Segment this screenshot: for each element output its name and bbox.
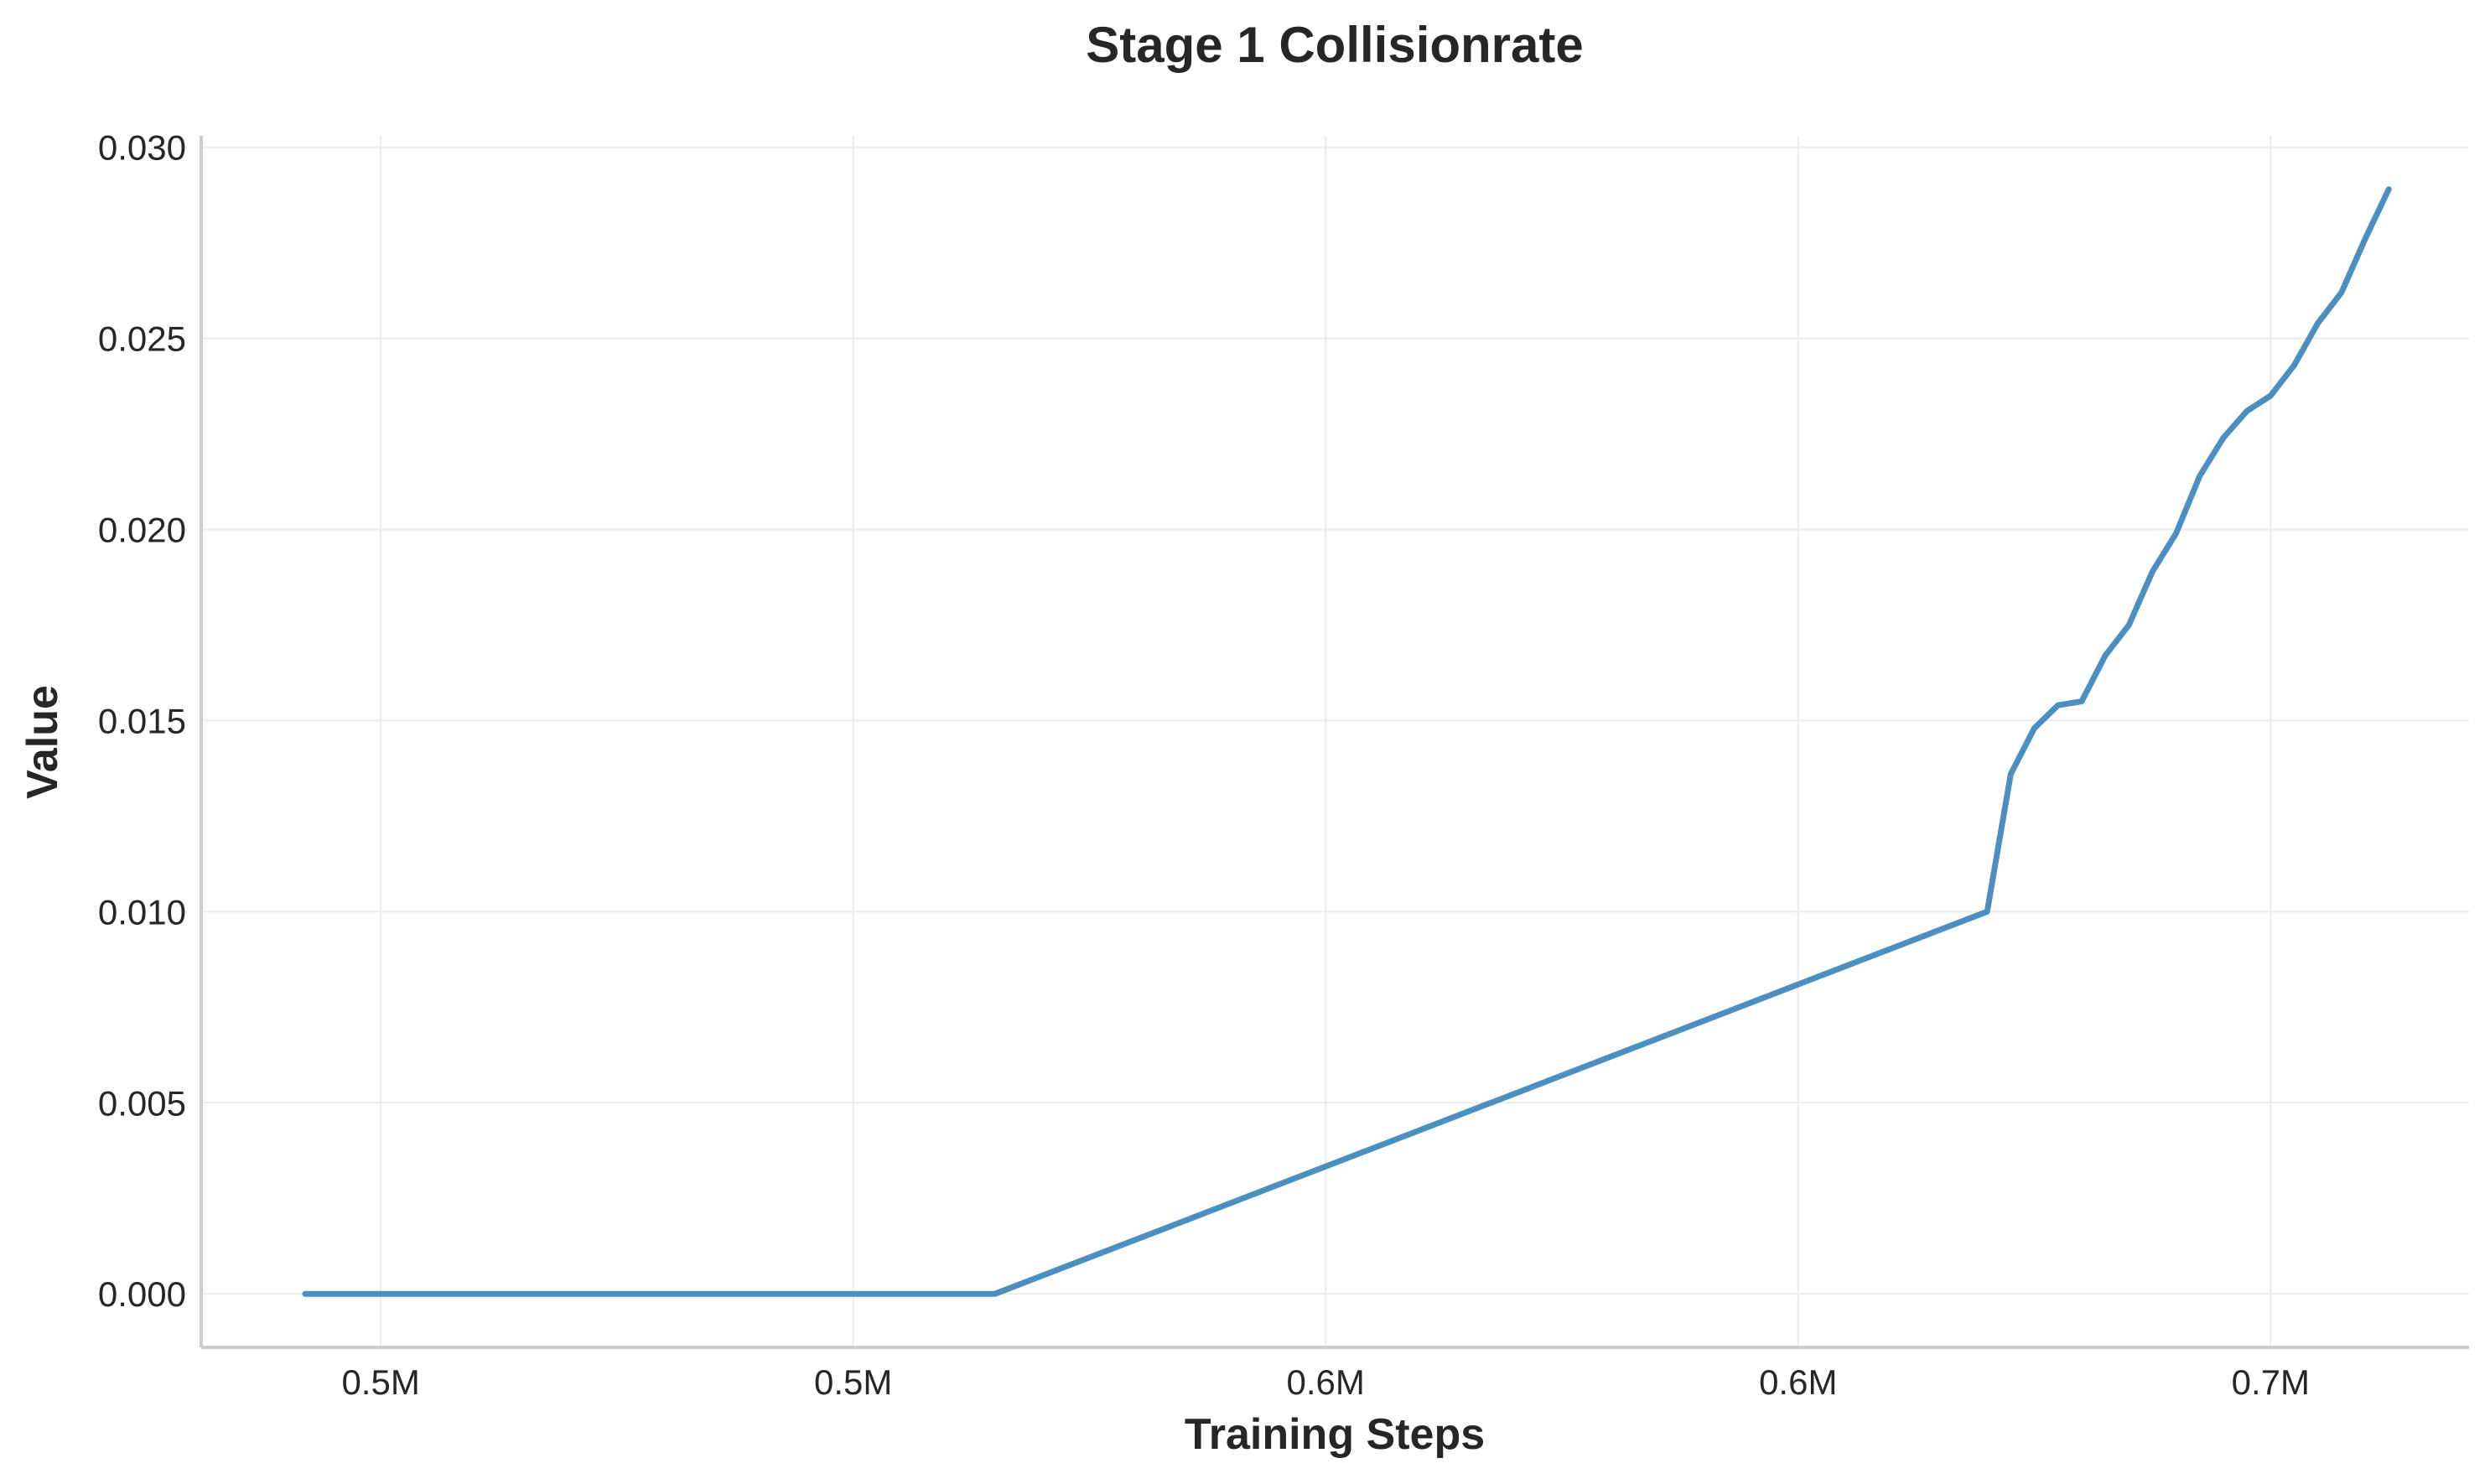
x-axis-label: Training Steps [1185,1410,1485,1459]
y-tick-label: 0.025 [98,319,186,359]
y-tick-label: 0.005 [98,1083,186,1123]
x-tick-label: 0.6M [1759,1362,1837,1402]
series [302,186,2392,1297]
x-tick-label: 0.5M [341,1362,419,1402]
y-axis-ticks: 0.000 0.005 0.010 0.015 0.020 0.025 0.030 [98,128,186,1315]
grid [201,136,2469,1347]
y-axis-label: Value [18,685,67,799]
y-tick-label: 0.030 [98,128,186,168]
y-tick-label: 0.000 [98,1274,186,1314]
x-axis-ticks: 0.5M 0.5M 0.6M 0.6M 0.7M [341,1362,2310,1402]
x-tick-label: 0.7M [2232,1362,2310,1402]
chart-title: Stage 1 Collisionrate [1086,17,1584,73]
axes [200,136,2469,1349]
y-tick-label: 0.015 [98,701,186,740]
y-tick-label: 0.020 [98,511,186,550]
series-line [302,186,2392,1297]
x-tick-label: 0.6M [1287,1362,1365,1402]
x-tick-label: 0.5M [814,1362,892,1402]
y-tick-label: 0.010 [98,892,186,931]
